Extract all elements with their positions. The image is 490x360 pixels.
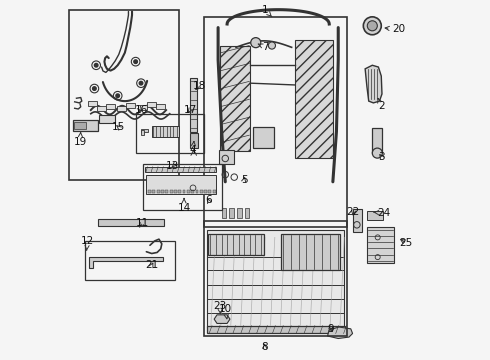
Bar bbox=[145, 167, 216, 172]
Bar bbox=[220, 45, 250, 151]
Bar bbox=[143, 164, 221, 211]
Bar bbox=[183, 190, 186, 193]
Bar bbox=[208, 234, 264, 255]
Circle shape bbox=[269, 42, 275, 49]
Polygon shape bbox=[89, 257, 163, 268]
Bar bbox=[69, 10, 179, 180]
Bar bbox=[353, 209, 362, 232]
Text: 16: 16 bbox=[134, 105, 147, 115]
Bar bbox=[237, 208, 242, 218]
Bar bbox=[85, 241, 175, 280]
Bar bbox=[187, 190, 190, 193]
Bar bbox=[372, 128, 382, 153]
Bar bbox=[253, 127, 274, 148]
Bar bbox=[156, 104, 165, 109]
Text: 5: 5 bbox=[241, 175, 247, 185]
Polygon shape bbox=[214, 315, 230, 323]
Bar bbox=[97, 106, 106, 111]
Bar bbox=[141, 130, 144, 135]
Text: 4: 4 bbox=[190, 141, 196, 154]
Text: 6: 6 bbox=[205, 195, 212, 205]
Bar bbox=[207, 325, 345, 333]
Bar bbox=[219, 150, 234, 164]
Bar bbox=[74, 122, 86, 130]
Text: 14: 14 bbox=[177, 199, 191, 213]
Bar bbox=[98, 219, 164, 226]
Bar bbox=[204, 221, 347, 336]
Bar bbox=[148, 190, 151, 193]
Bar bbox=[178, 190, 181, 193]
Bar bbox=[152, 126, 179, 137]
Text: 10: 10 bbox=[219, 304, 232, 319]
Bar bbox=[229, 208, 234, 218]
Text: 9: 9 bbox=[328, 324, 334, 334]
Polygon shape bbox=[365, 65, 382, 103]
Bar bbox=[166, 190, 168, 193]
Text: 12: 12 bbox=[81, 236, 94, 250]
Text: 24: 24 bbox=[373, 208, 391, 218]
Bar bbox=[204, 190, 207, 193]
Polygon shape bbox=[327, 327, 353, 338]
Bar bbox=[221, 208, 226, 218]
Circle shape bbox=[372, 148, 382, 158]
Text: 19: 19 bbox=[74, 132, 87, 147]
Bar bbox=[191, 190, 194, 193]
Bar bbox=[170, 190, 172, 193]
Text: 18: 18 bbox=[193, 81, 206, 91]
Bar bbox=[106, 104, 115, 109]
Text: 25: 25 bbox=[399, 238, 413, 248]
Bar bbox=[213, 190, 216, 193]
Bar bbox=[157, 190, 160, 193]
Text: 21: 21 bbox=[145, 260, 158, 270]
Bar bbox=[139, 105, 147, 110]
Bar bbox=[152, 190, 155, 193]
Bar bbox=[141, 129, 148, 132]
Circle shape bbox=[93, 87, 96, 90]
Circle shape bbox=[95, 63, 98, 67]
Bar bbox=[208, 190, 211, 193]
Text: 3: 3 bbox=[378, 152, 385, 162]
Circle shape bbox=[116, 94, 120, 98]
Text: 11: 11 bbox=[136, 218, 149, 228]
Text: 1: 1 bbox=[261, 5, 272, 17]
Bar bbox=[73, 120, 98, 131]
Bar bbox=[147, 102, 156, 107]
Bar bbox=[136, 114, 204, 153]
Bar bbox=[161, 190, 164, 193]
Circle shape bbox=[134, 60, 137, 63]
Bar bbox=[191, 78, 197, 132]
Text: 2: 2 bbox=[378, 98, 385, 112]
Bar bbox=[367, 227, 394, 263]
Bar bbox=[281, 234, 340, 270]
Text: 8: 8 bbox=[261, 342, 268, 352]
Text: 7: 7 bbox=[258, 42, 269, 52]
Circle shape bbox=[139, 81, 143, 85]
Text: 20: 20 bbox=[385, 24, 405, 35]
Bar bbox=[174, 190, 177, 193]
Bar bbox=[295, 40, 333, 158]
Circle shape bbox=[364, 17, 381, 35]
Text: 13: 13 bbox=[166, 161, 179, 171]
Bar bbox=[200, 190, 203, 193]
Bar bbox=[147, 175, 216, 194]
Bar bbox=[190, 134, 197, 148]
Bar bbox=[196, 190, 198, 193]
Text: 15: 15 bbox=[112, 122, 125, 132]
Text: 17: 17 bbox=[183, 105, 196, 115]
Bar bbox=[367, 211, 383, 220]
Text: 22: 22 bbox=[347, 207, 360, 217]
Circle shape bbox=[368, 21, 377, 31]
Bar bbox=[98, 115, 115, 123]
Text: 23: 23 bbox=[213, 301, 226, 314]
Bar bbox=[126, 103, 135, 108]
Bar bbox=[245, 208, 249, 218]
Bar bbox=[204, 17, 347, 226]
Bar bbox=[88, 102, 97, 107]
Bar bbox=[117, 106, 125, 111]
Circle shape bbox=[251, 38, 261, 48]
Bar bbox=[207, 230, 343, 327]
